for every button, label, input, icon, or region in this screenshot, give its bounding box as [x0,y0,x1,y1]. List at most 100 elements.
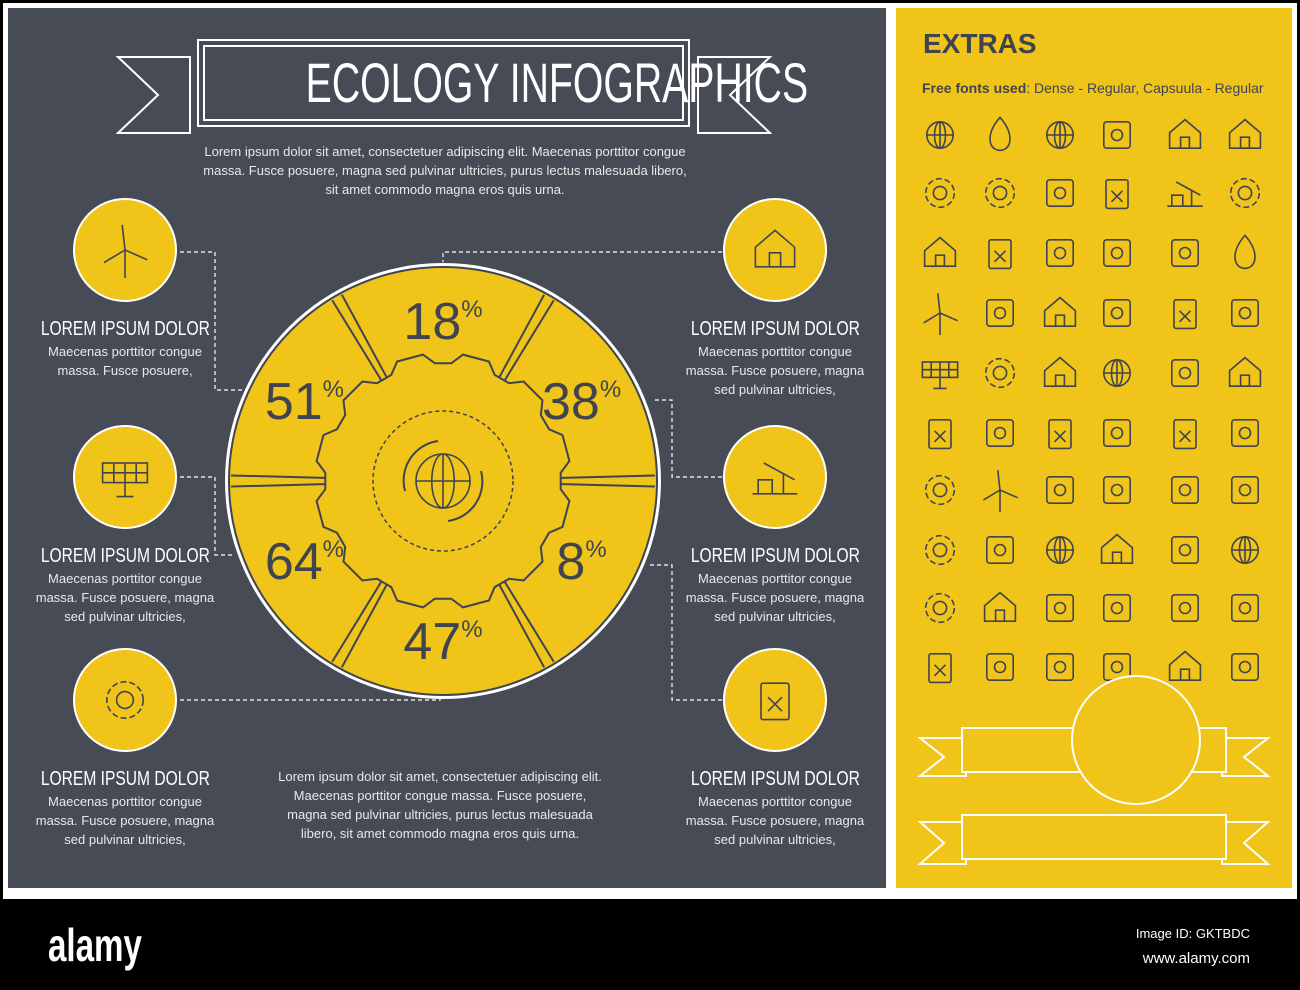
rocket-icon [1170,475,1199,504]
oil-platform-icon [1103,120,1132,149]
axe-stump-icon [1103,418,1132,447]
right-item-circle [723,198,827,302]
globe-icon [415,453,471,509]
connector-line [180,251,245,391]
nuclear-plant-icon [1043,296,1077,327]
connector-line [442,251,722,262]
tanker-truck-icon [1046,652,1075,681]
fonts-used: Free fonts used: Dense - Regular, Capsuu… [922,80,1264,96]
water-drop-icon [989,116,1011,152]
solar-panel-icon [921,361,959,390]
sun-icon [924,534,956,566]
earth-tree-icon [1103,358,1132,387]
recycle-arrows-icon [1229,177,1261,209]
plug-icon [1046,239,1075,268]
recycle-arrows-icon [402,440,484,522]
connector-line [650,564,722,701]
nuclear-plant-icon [754,229,796,268]
right-item-title: LOREM IPSUM DOLOR [690,545,860,567]
left-item-circle [73,425,177,529]
right-item-circle [723,648,827,752]
fuel-can-icon [760,682,790,721]
left-item-description: Maecenas porttitor congue massa. Fusce po… [48,344,202,378]
hazard-sign-icon [1170,593,1199,622]
oil-pump-icon [752,462,798,495]
hand-earth-icon [1046,535,1075,564]
left-item-title: LOREM IPSUM DOLOR [40,768,210,790]
left-item-title: LOREM IPSUM DOLOR [40,545,210,567]
factory-fuel-icon [1168,650,1202,682]
radiation-icon [1230,475,1259,504]
recycle-arrows-icon [924,474,956,506]
segment-value: 51% [265,373,344,431]
right-item-title: LOREM IPSUM DOLOR [690,768,860,790]
fuel-nozzle-icon [928,652,952,684]
right-item-description: Maecenas porttitor congue massa. Fusce po… [685,344,865,397]
dashed-ring [372,410,514,552]
title-ribbon [115,39,773,701]
segment-value: 64% [265,533,344,591]
eco-house-icon [1043,356,1077,388]
oil-barrel-icon [1173,299,1197,330]
connector-line [655,399,722,478]
globe-icon [1046,120,1075,149]
fish-water-icon [1103,593,1132,622]
plant-icon [923,236,957,267]
icon-grid [921,116,1262,684]
recycle-icon [105,680,145,720]
hands-globe-icon [1230,535,1259,564]
intro-text: Lorem ipsum dolor sit amet, consectetuer… [203,144,687,197]
lightning-icon [1046,179,1075,208]
trash-bin-icon [928,418,952,450]
wind-turbine-circle-icon [983,470,1018,512]
segment-value: 38% [542,373,621,431]
hand-radiation-icon [1230,593,1259,622]
solar-panel-icon [101,462,149,498]
sun-gear-icon [924,592,956,624]
apple-icon [1170,358,1199,387]
power-plant-icon [1168,118,1202,150]
volcano-icon [1173,418,1197,450]
wind-turbine-icon [103,224,148,278]
ship-icon [986,652,1015,681]
chart-bars-icon [1103,299,1132,328]
tools-icon [986,418,1015,447]
house-leaf-icon [1228,356,1262,388]
radioactive-barrel-icon [1048,418,1072,450]
gas-station-icon [1230,652,1259,681]
right-item-description: Maecenas porttitor congue massa. Fusce po… [685,794,865,847]
faucet-icon [1103,239,1132,268]
puzzle-leaf-icon [986,299,1015,328]
gears-icon [984,357,1016,389]
right-item-circle [723,425,827,529]
left-item-circle [73,648,177,752]
left-item-description: Maecenas porttitor congue massa. Fusce po… [35,571,215,624]
watering-can-icon [1105,179,1129,210]
image-id: Image ID: GKTBDC [1135,926,1250,941]
alamy-logo: alamy [48,919,142,971]
right-item-title: LOREM IPSUM DOLOR [690,318,860,340]
factory-icon [1100,533,1134,565]
left-item-description: Maecenas porttitor congue massa. Fusce po… [35,794,215,847]
recycle-icon [924,177,956,209]
wind-turbine-icon [923,293,958,335]
buildings-icon [983,591,1017,623]
flower-icon [1046,593,1075,622]
site-url: www.alamy.com [1142,950,1250,967]
atom-icon [1046,475,1075,504]
left-item-title: LOREM IPSUM DOLOR [40,318,210,340]
valve-pipe-icon [1170,535,1199,564]
oil-pump-icon [1167,181,1203,207]
center-diagram: 18% 38% 8% 47% 64% 51% [225,263,661,699]
plug-circle-icon [986,535,1015,564]
segment-value: 18% [403,293,482,351]
gear-icon [984,177,1016,209]
electric-car-icon [1230,418,1259,447]
extras-ribbons [917,675,1271,865]
extras-title: EXTRAS [923,28,1037,59]
footprints-icon [1103,475,1132,504]
page-title: ECOLOGY INFOGRAPHICS [305,51,809,114]
left-item-circle [73,198,177,302]
fuel-can-icon [988,239,1012,270]
right-item-description: Maecenas porttitor congue massa. Fusce po… [685,571,865,624]
